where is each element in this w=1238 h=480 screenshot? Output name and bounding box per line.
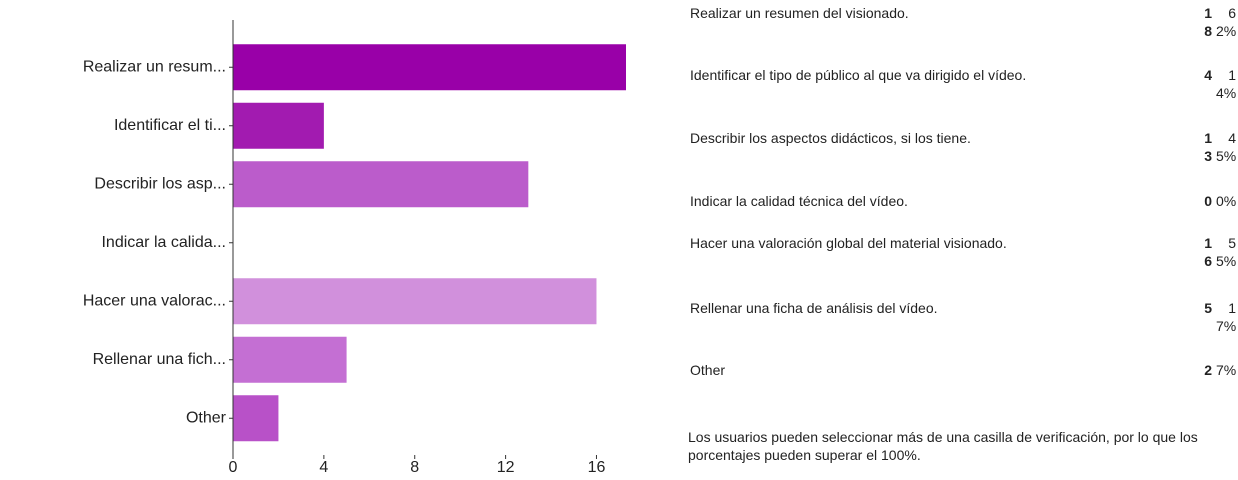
y-tick-label: Indicar la calida... — [101, 234, 226, 251]
count: 0 — [1204, 193, 1212, 209]
count: 18 — [1204, 5, 1212, 39]
y-tick-label: Hacer una valorac... — [83, 292, 226, 309]
y-tick-label: Other — [186, 409, 227, 426]
plot-area — [233, 44, 626, 442]
bar — [233, 278, 597, 325]
x-tick-label: 12 — [497, 459, 515, 476]
y-tick-label: Realizar un resum... — [83, 58, 226, 75]
bar — [233, 395, 279, 442]
percent: 45% — [1216, 130, 1237, 164]
option-label: Hacer una valoración global del material… — [690, 235, 1007, 251]
count: 4 — [1204, 67, 1212, 83]
option-label: Indicar la calidad técnica del vídeo. — [690, 193, 908, 209]
bar — [233, 44, 626, 91]
percent: 14% — [1216, 67, 1237, 101]
percent: 62% — [1216, 5, 1237, 39]
percent: 17% — [1216, 300, 1237, 334]
bar — [233, 336, 347, 383]
count: 16 — [1204, 235, 1212, 269]
percent: 7% — [1216, 362, 1237, 378]
x-tick-label: 16 — [588, 459, 606, 476]
x-tick-label: 0 — [229, 459, 238, 476]
percent: 55% — [1216, 235, 1237, 269]
option-label: Identificar el tipo de público al que va… — [690, 67, 1027, 83]
count: 5 — [1204, 300, 1212, 316]
x-tick-label: 8 — [410, 459, 419, 476]
y-tick-label: Rellenar una fich... — [93, 351, 226, 368]
count: 2 — [1204, 362, 1212, 378]
option-label: Other — [690, 362, 726, 378]
option-label: Describir los aspectos didácticos, si lo… — [690, 130, 971, 146]
y-tick-label: Describir los asp... — [94, 175, 226, 192]
note: Los usuarios pueden seleccionar más de u… — [688, 429, 1198, 463]
bar — [233, 102, 324, 149]
option-label: Rellenar una ficha de análisis del vídeo… — [690, 300, 938, 316]
bar — [233, 161, 529, 208]
x-tick-label: 4 — [319, 459, 328, 476]
y-tick-label: Identificar el ti... — [114, 117, 226, 134]
count: 13 — [1204, 130, 1212, 164]
chart: 0 4 8 12 16 Realizar un resum... Identificar e… — [83, 20, 626, 476]
percent: 0% — [1216, 193, 1237, 209]
option-label: Realizar un resumen del visionado. — [690, 5, 909, 21]
